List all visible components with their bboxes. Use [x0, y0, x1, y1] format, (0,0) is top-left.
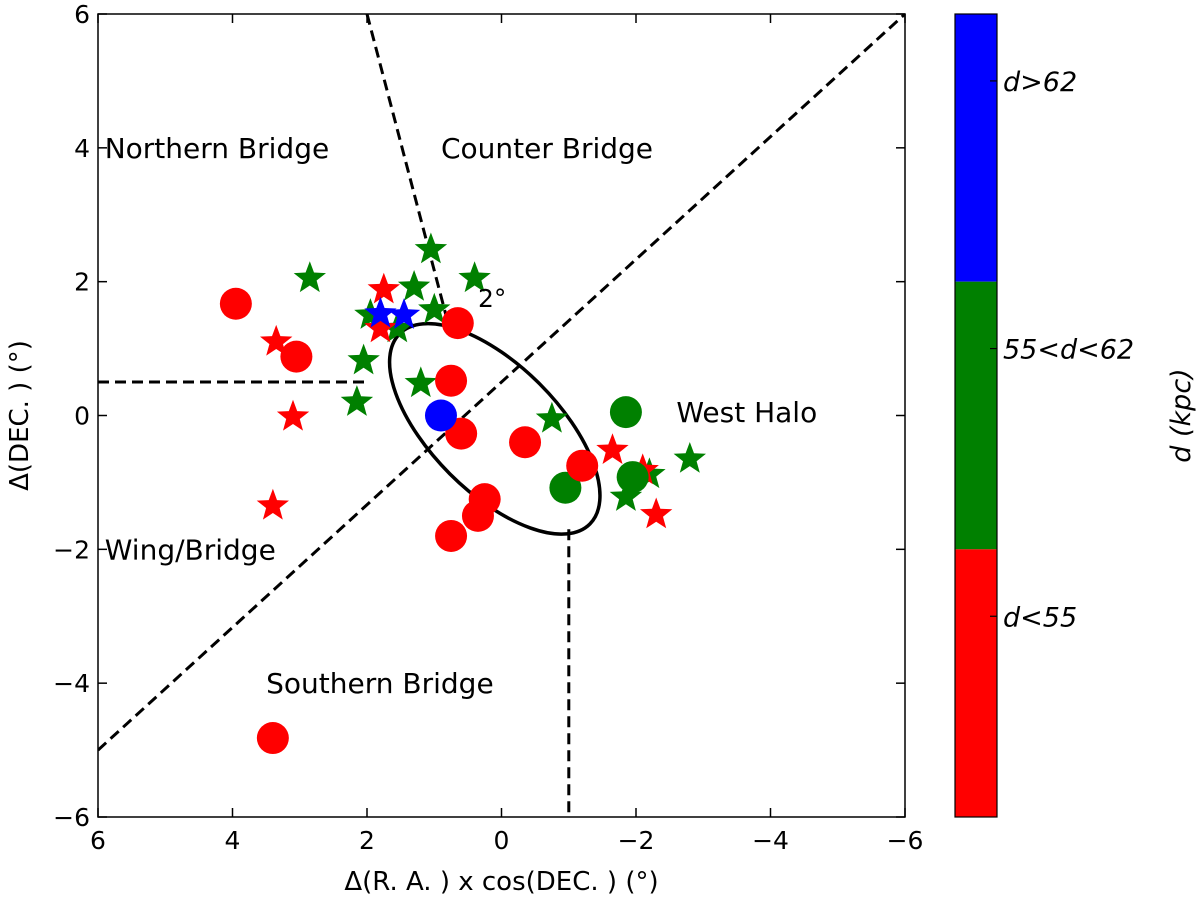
y-tick-label: −6 — [53, 803, 90, 832]
colorbar-title: d (kpc) — [1166, 368, 1197, 462]
y-tick-label: −4 — [53, 669, 90, 698]
x-tick-label: 4 — [225, 826, 241, 855]
data-point-far-star-0 — [364, 296, 397, 328]
x-tick-label: 2 — [359, 826, 375, 855]
data-point-near-circle-3 — [435, 364, 468, 397]
data-point-near-circle-2 — [441, 307, 474, 340]
y-tick-label: 6 — [74, 0, 90, 29]
colorbar-segment-2 — [955, 549, 997, 817]
data-point-mid-star-3 — [397, 270, 431, 301]
y-tick-label: 4 — [74, 134, 90, 163]
y-tick-label: 2 — [74, 268, 90, 297]
x-tick-label: 0 — [494, 826, 510, 855]
dashed-boundary-1 — [365, 14, 450, 323]
data-point-mid-star-6 — [347, 343, 380, 375]
data-point-mid-star-8 — [340, 385, 374, 416]
ellipse-annotation: 2° — [478, 284, 506, 313]
data-point-far-star-1 — [387, 298, 421, 329]
data-point-near-circle-10 — [256, 722, 289, 755]
data-point-near-star-5 — [596, 433, 629, 464]
colorbar-frame — [954, 13, 998, 818]
data-point-near-circle-1 — [280, 340, 313, 373]
colorbar-label: d<55 — [1003, 602, 1077, 633]
data-point-mid-star-13 — [418, 292, 451, 324]
colorbar-label: d>62 — [1003, 67, 1077, 98]
data-point-mid-star-4 — [354, 298, 387, 329]
data-point-mid-star-7 — [404, 366, 437, 398]
data-point-mid-star-10 — [609, 480, 643, 511]
y-tick-label: −2 — [53, 535, 90, 564]
y-tick-label: 0 — [74, 402, 90, 431]
region-label: West Halo — [676, 396, 817, 429]
colorbar-segment-0 — [955, 14, 997, 282]
x-tick-label: −2 — [618, 826, 655, 855]
x-axis-label: Δ(R. A. ) x cos(DEC. ) (°) — [344, 867, 658, 897]
data-point-mid-circle-0 — [609, 396, 642, 429]
region-label: Northern Bridge — [105, 132, 329, 165]
data-point-near-star-1 — [367, 272, 400, 304]
x-tick-label: −6 — [887, 826, 924, 855]
data-point-mid-circle-2 — [616, 461, 649, 494]
data-point-mid-star-9 — [535, 401, 569, 433]
x-tick-label: 6 — [90, 826, 106, 855]
colorbar-label: 55<d<62 — [1003, 335, 1134, 366]
data-point-far-circle-0 — [424, 399, 457, 432]
data-point-near-star-4 — [256, 488, 289, 520]
data-point-near-star-2 — [364, 311, 397, 343]
data-point-mid-star-2 — [458, 261, 491, 293]
data-point-near-circle-9 — [435, 519, 468, 552]
x-tick-label: −4 — [752, 826, 789, 855]
colorbar-segment-1 — [955, 281, 997, 550]
data-point-near-circle-6 — [566, 449, 599, 482]
data-point-near-star-0 — [260, 324, 293, 356]
data-point-mid-circle-1 — [549, 471, 582, 504]
data-point-near-circle-5 — [509, 426, 542, 459]
data-point-mid-star-5 — [381, 311, 414, 343]
labels: Δ(R. A. ) x cos(DEC. ) (°) Δ(DEC. ) (°) No… — [5, 132, 817, 897]
region-label: Wing/Bridge — [105, 533, 276, 566]
data-point-near-star-3 — [276, 399, 310, 431]
colorbar: d>62 55<d<62 d<55 d (kpc) — [954, 13, 1197, 818]
plot-area — [98, 14, 905, 817]
region-label: Southern Bridge — [266, 667, 494, 700]
data-point-mid-star-0 — [293, 261, 326, 293]
dashed-boundary-0 — [98, 14, 905, 752]
y-axis-label: Δ(DEC. ) (°) — [5, 340, 35, 491]
data-point-near-circle-0 — [219, 287, 252, 320]
data-point-mid-star-12 — [673, 442, 706, 473]
data-point-near-circle-8 — [461, 499, 494, 532]
data-point-mid-star-1 — [414, 232, 448, 264]
data-point-near-star-7 — [640, 497, 673, 529]
region-label: Counter Bridge — [441, 132, 653, 165]
